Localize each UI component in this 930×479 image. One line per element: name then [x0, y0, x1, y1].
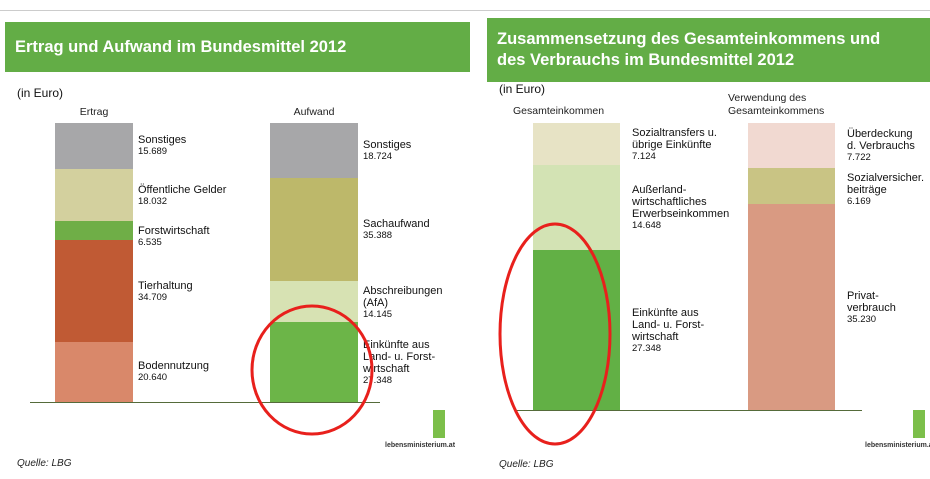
- bar-segment: [270, 177, 358, 281]
- bar-segment: [270, 280, 358, 323]
- segment-label: Privat- verbrauch: [847, 289, 896, 314]
- logo-leaf: [433, 410, 445, 438]
- category-label: Ertrag: [79, 106, 109, 118]
- category-label: Gesamteinkommen: [513, 105, 605, 117]
- segment-label: Forstwirtschaft: [138, 225, 210, 238]
- panel-title: Ertrag und Aufwand im Bundesmittel 2012: [5, 22, 470, 72]
- source: Quelle: LBG: [17, 458, 72, 469]
- bar-segment: [270, 123, 358, 178]
- bar-segment: [55, 123, 133, 169]
- segment-label: Einkünfte aus Land- u. Forst- wirtschaft: [632, 306, 705, 343]
- category-label: Aufwand: [293, 106, 335, 118]
- segment-value: 27.348: [632, 342, 662, 354]
- segment-label: Sozialversicher. beiträge: [847, 172, 925, 197]
- logo: lebensministerium.at: [865, 442, 930, 449]
- segment-label: Tierhaltung: [138, 279, 193, 292]
- bar-segment: [55, 168, 133, 222]
- segment-label: Außerland- wirtschaftliches Erwerbseinko…: [632, 183, 730, 220]
- baseline: [30, 402, 380, 403]
- segment-label: Abschreibungen (AfA): [363, 284, 443, 309]
- bar-segment: [533, 164, 620, 251]
- segment-value: 15.689: [138, 146, 168, 158]
- segment-label: Überdeckung d. Verbrauchs: [847, 128, 915, 153]
- bar-segment: [748, 123, 835, 169]
- panel-title: Zusammensetzung des Gesamteinkommens und…: [487, 18, 930, 82]
- segment-label: Sozialtransfers u. übrige Einkünfte: [632, 127, 717, 151]
- segment-value: 35.230: [847, 313, 877, 325]
- segment-value: 14.145: [363, 308, 393, 320]
- segment-value: 14.648: [632, 219, 662, 231]
- segment-value: 35.388: [363, 229, 393, 241]
- unit-label: (in Euro): [499, 82, 546, 96]
- unit-label: (in Euro): [17, 86, 64, 100]
- segment-value: 27.348: [363, 374, 393, 386]
- logo-leaf: [913, 410, 925, 438]
- segment-label: Bodennutzung: [138, 360, 209, 373]
- bar-segment: [55, 221, 133, 241]
- segment-value: 18.724: [363, 150, 393, 162]
- bar-segment: [748, 204, 835, 410]
- bar-segment: [55, 341, 133, 402]
- segment-label: Sonstiges: [363, 138, 412, 151]
- bar-segment: [748, 168, 835, 205]
- top-rule: [0, 10, 930, 11]
- baseline: [515, 410, 862, 411]
- bar-segment: [533, 123, 620, 165]
- segment-value: 7.124: [632, 151, 656, 162]
- logo: lebensministerium.at: [385, 442, 456, 449]
- segment-label: Sonstiges: [138, 134, 187, 147]
- bar-segment: [55, 240, 133, 342]
- category-label: Verwendung des Gesamteinkommens: [728, 92, 825, 117]
- segment-label: Öffentliche Gelder: [138, 183, 227, 196]
- segment-value: 20.640: [138, 372, 168, 384]
- segment-value: 34.709: [138, 291, 168, 303]
- bar-segment: [270, 322, 358, 402]
- segment-label: Sachaufwand: [363, 217, 430, 230]
- segment-value: 18.032: [138, 195, 168, 207]
- source: Quelle: LBG: [499, 459, 554, 470]
- segment-label: Einkünfte aus Land- u. Forst- wirtschaft: [363, 338, 436, 375]
- segment-value: 7.722: [847, 152, 871, 164]
- segment-value: 6.169: [847, 196, 871, 208]
- bar-segment: [533, 250, 620, 410]
- segment-value: 6.535: [138, 237, 162, 249]
